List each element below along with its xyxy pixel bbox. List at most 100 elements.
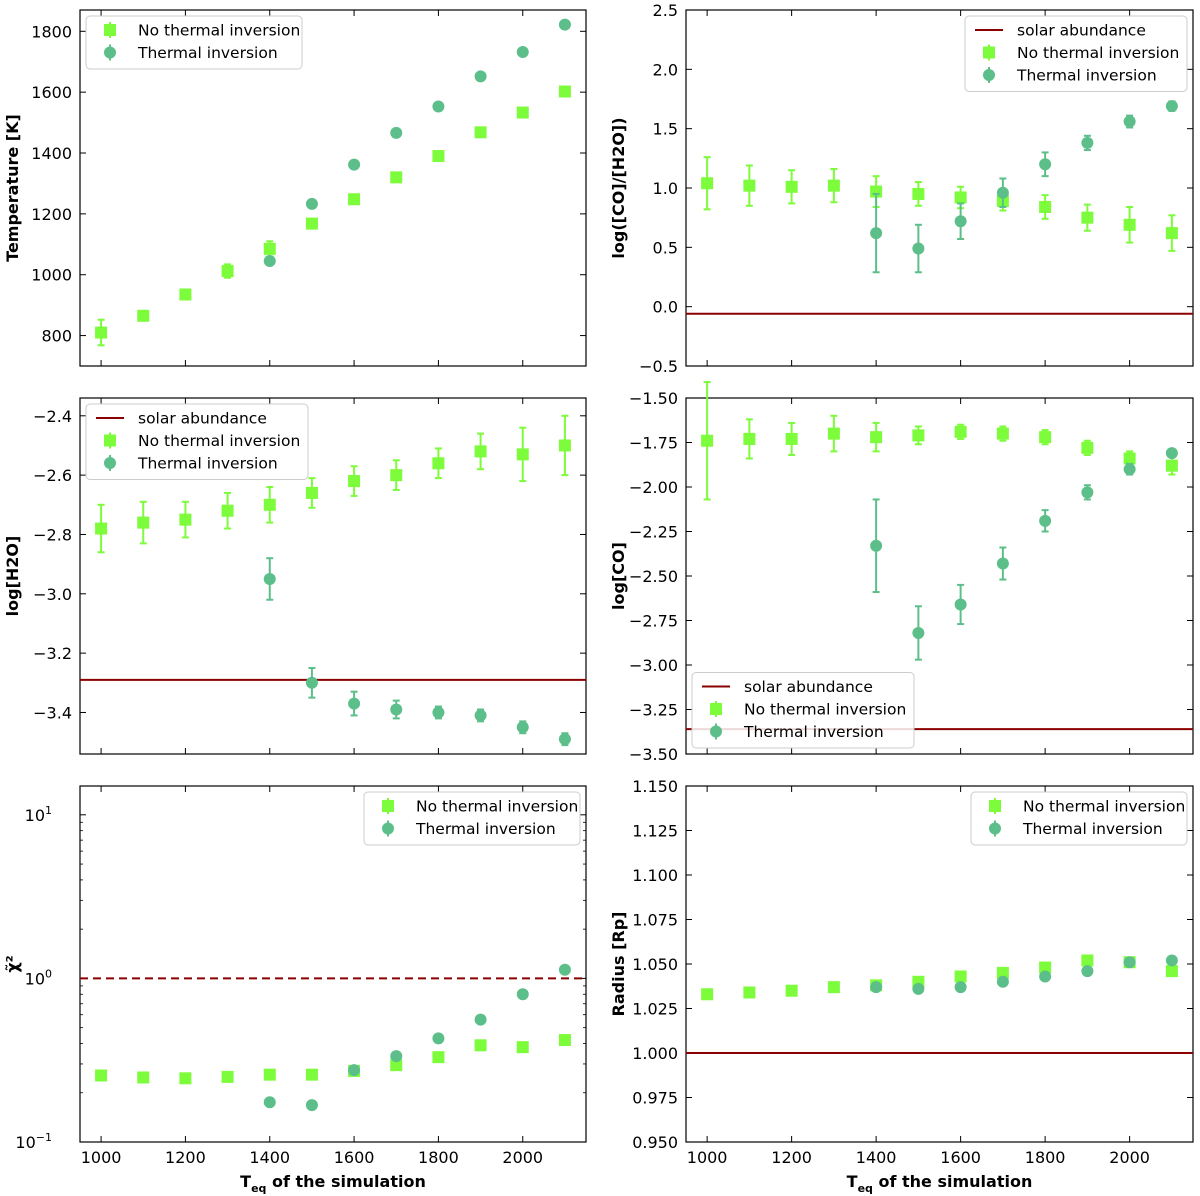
data-point-square bbox=[954, 970, 967, 983]
data-point-square bbox=[1081, 211, 1094, 224]
data-point-circle bbox=[1039, 158, 1052, 171]
data-point-square bbox=[263, 242, 276, 255]
data-point-circle bbox=[1039, 514, 1052, 527]
y-tick-label: 100 bbox=[25, 967, 52, 988]
legend-circle-marker bbox=[104, 46, 116, 59]
legend: No thermal inversion Thermal inversion bbox=[363, 791, 581, 846]
data-point-square bbox=[1165, 227, 1178, 240]
y-axis-label: log[H2O] bbox=[3, 536, 22, 617]
x-tick-label: 1400 bbox=[249, 1148, 290, 1167]
data-point-square bbox=[558, 1034, 571, 1047]
series-no-thermal-inversion bbox=[95, 414, 571, 554]
x-tick-label: 1000 bbox=[687, 1148, 728, 1167]
data-point-square bbox=[1039, 200, 1052, 213]
data-point-square bbox=[516, 106, 529, 119]
data-point-square bbox=[912, 429, 925, 442]
x-tick-label: 1800 bbox=[418, 1148, 459, 1167]
data-point-circle bbox=[305, 1099, 318, 1112]
data-point-circle bbox=[1081, 136, 1094, 149]
legend-square-marker bbox=[710, 703, 722, 715]
data-point-square bbox=[137, 309, 150, 322]
y-tick-label: 1.025 bbox=[632, 1000, 678, 1019]
panel-co: −3.50 −3.25 −3.00 −2.75 −2.50 −2.25 −2.00 −1.75… bbox=[609, 380, 1194, 764]
data-point-square bbox=[701, 988, 714, 1001]
legend-box bbox=[363, 791, 581, 846]
series-no-thermal-inversion bbox=[701, 156, 1178, 252]
data-point-square bbox=[263, 498, 276, 511]
data-point-circle bbox=[348, 1064, 361, 1077]
series-thermal-inversion bbox=[263, 963, 571, 1112]
y-tick-label: 1.000 bbox=[632, 1044, 678, 1063]
y-tick-label: 1.075 bbox=[632, 911, 678, 930]
x-tick-label: 1800 bbox=[1025, 1148, 1066, 1167]
y-tick-label: 1000 bbox=[31, 266, 72, 285]
legend-label: solar abundance bbox=[744, 678, 873, 696]
y-tick-label: 1.150 bbox=[632, 777, 678, 796]
y-tick-label: −2.4 bbox=[33, 407, 72, 426]
y-tick-label: 0.950 bbox=[632, 1133, 678, 1152]
y-tick-label: 101 bbox=[25, 804, 52, 825]
data-point-square bbox=[785, 432, 798, 445]
data-point-circle bbox=[390, 1050, 403, 1063]
data-point-square bbox=[432, 1051, 445, 1064]
y-tick-label: 1.100 bbox=[632, 866, 678, 885]
data-point-circle bbox=[870, 539, 883, 552]
series-thermal-inversion bbox=[870, 447, 1178, 661]
legend: No thermal inversion Thermal inversion bbox=[970, 791, 1188, 846]
series-no-thermal-inversion bbox=[95, 1034, 571, 1085]
y-tick-label: 1.125 bbox=[632, 822, 678, 841]
legend-box bbox=[691, 672, 915, 749]
data-point-square bbox=[95, 522, 108, 535]
data-point-circle bbox=[1039, 970, 1052, 983]
panel-h2o: −3.4 −3.2 −3.0 −2.8 −2.6 −2.4 log[H2O] solar ab… bbox=[3, 397, 587, 755]
legend-circle-marker bbox=[989, 822, 1001, 835]
legend-box bbox=[970, 791, 1188, 846]
y-tick-label: −3.25 bbox=[629, 701, 678, 720]
y-tick-label: 1.0 bbox=[653, 179, 678, 198]
legend-label: solar abundance bbox=[138, 410, 267, 428]
panel-chi2: 1000 1200 1400 1600 1800 2000 10−1 100 101 χ̃² Teq… bbox=[3, 785, 587, 1195]
data-point-square bbox=[558, 85, 571, 98]
legend-circle-marker bbox=[382, 822, 394, 835]
data-point-circle bbox=[1165, 100, 1178, 113]
data-point-square bbox=[348, 193, 361, 206]
axes-frame bbox=[79, 9, 587, 367]
data-point-square bbox=[221, 1070, 234, 1083]
legend-square-marker bbox=[983, 46, 995, 59]
data-point-circle bbox=[516, 721, 529, 734]
data-point-square bbox=[221, 504, 234, 517]
series-no-thermal-inversion bbox=[95, 85, 571, 347]
data-point-square bbox=[432, 457, 445, 470]
data-point-square bbox=[996, 427, 1009, 440]
data-point-square bbox=[95, 326, 108, 339]
data-point-square bbox=[137, 516, 150, 529]
data-point-circle bbox=[1165, 447, 1178, 460]
x-axis-label: Teq of the simulation bbox=[847, 1172, 1033, 1195]
legend-square-marker bbox=[104, 24, 116, 36]
axes-frame bbox=[79, 785, 587, 1143]
data-point-circle bbox=[474, 70, 487, 83]
legend: No thermal inversion Thermal inversion bbox=[85, 15, 303, 70]
y-tick-label: 0.5 bbox=[653, 238, 678, 257]
legend-box bbox=[964, 15, 1188, 92]
legend-label: No thermal inversion bbox=[1023, 798, 1185, 816]
data-point-circle bbox=[516, 988, 529, 1001]
data-point-circle bbox=[954, 598, 967, 611]
data-point-circle bbox=[348, 697, 361, 710]
data-point-square bbox=[743, 179, 756, 192]
data-point-square bbox=[1165, 965, 1178, 978]
legend-label: Thermal inversion bbox=[137, 44, 278, 62]
legend-square-marker bbox=[104, 434, 116, 447]
y-tick-label: 1.050 bbox=[632, 955, 678, 974]
y-axis-label: log([CO]/[H2O]) bbox=[609, 117, 628, 258]
data-point-square bbox=[870, 431, 883, 444]
data-point-circle bbox=[474, 1013, 487, 1026]
data-point-circle bbox=[390, 703, 403, 716]
legend: solar abundance No thermal inversion Therm… bbox=[964, 15, 1188, 92]
data-point-circle bbox=[912, 626, 925, 639]
data-point-square bbox=[701, 177, 714, 190]
data-point-square bbox=[1165, 459, 1178, 472]
data-point-circle bbox=[912, 242, 925, 255]
x-tick-label: 1200 bbox=[165, 1148, 206, 1167]
data-point-circle bbox=[432, 100, 445, 113]
